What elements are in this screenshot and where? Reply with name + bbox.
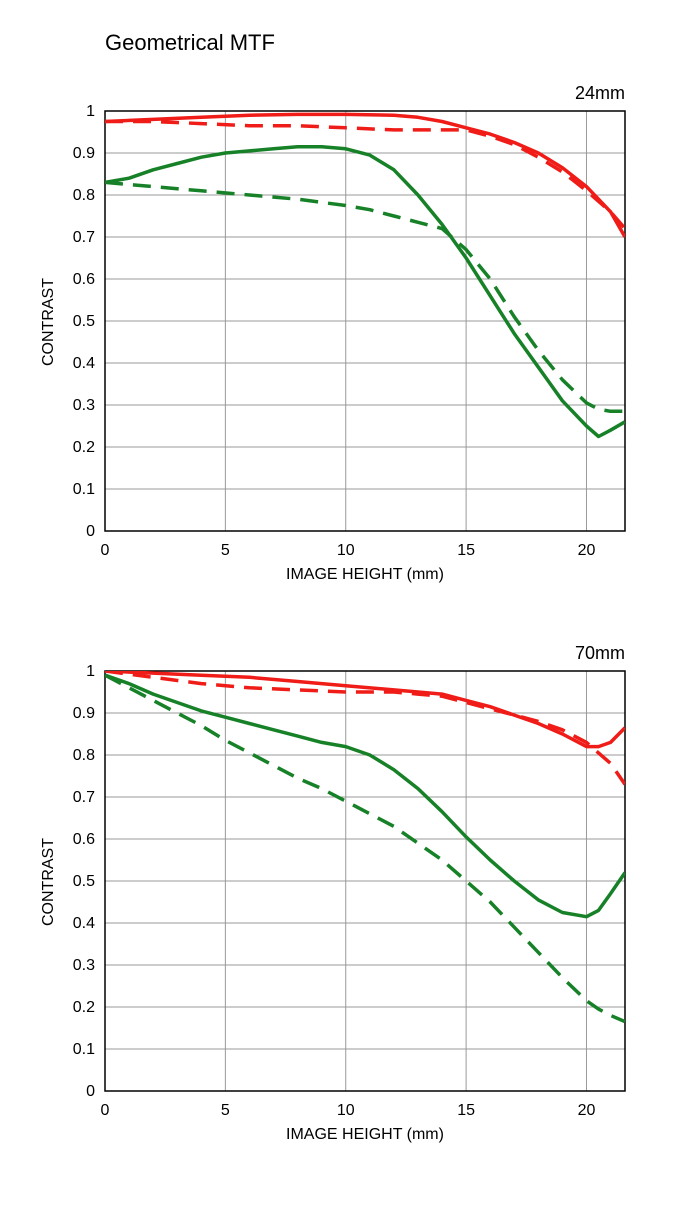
y-tick-label: 0 xyxy=(86,1083,95,1100)
x-tick-label: 0 xyxy=(101,1102,110,1119)
chart-svg: 00.10.20.30.40.50.60.70.80.9105101520 xyxy=(0,626,680,1156)
x-tick-label: 10 xyxy=(337,1102,355,1119)
chart-corner-label: 70mm xyxy=(575,643,625,664)
y-tick-label: 0.7 xyxy=(73,229,95,246)
y-axis-label: CONTRAST xyxy=(40,838,58,926)
y-tick-label: 0.3 xyxy=(73,957,95,974)
y-tick-label: 0.8 xyxy=(73,187,95,204)
y-tick-label: 0 xyxy=(86,523,95,540)
y-tick-label: 0.2 xyxy=(73,439,95,456)
x-tick-label: 15 xyxy=(457,542,475,559)
y-tick-label: 0.9 xyxy=(73,145,95,162)
chart-block-0: 24mm CONTRAST IMAGE HEIGHT (mm) 0 0.1 0.2 0.3 0… xyxy=(0,66,680,596)
y-tick-label: 0.8 xyxy=(73,747,95,764)
series-green-solid xyxy=(105,675,625,917)
x-tick-label: 0 xyxy=(101,542,110,559)
page-root: Geometrical MTF 24mm CONTRAST IMAGE HEIGHT… xyxy=(0,0,680,1156)
y-tick-label: 1 xyxy=(86,103,95,120)
x-tick-label: 5 xyxy=(221,1102,230,1119)
x-tick-label: 10 xyxy=(337,542,355,559)
series-red-solid xyxy=(105,671,625,747)
y-axis-label: CONTRAST xyxy=(40,278,58,366)
series-red-solid xyxy=(105,114,625,237)
page-title: Geometrical MTF xyxy=(105,30,680,56)
series-green-solid xyxy=(105,147,625,437)
x-axis-label: IMAGE HEIGHT (mm) xyxy=(105,1126,625,1144)
charts-container: 24mm CONTRAST IMAGE HEIGHT (mm) 0 0.1 0.2 0.3 0… xyxy=(0,66,680,1156)
x-tick-label: 15 xyxy=(457,1102,475,1119)
x-tick-label: 5 xyxy=(221,542,230,559)
x-tick-label: 20 xyxy=(578,542,596,559)
x-tick-label: 20 xyxy=(578,1102,596,1119)
y-tick-label: 0.4 xyxy=(73,355,95,372)
y-tick-label: 0.9 xyxy=(73,705,95,722)
series-red-dashed xyxy=(105,122,625,229)
y-tick-label: 0.2 xyxy=(73,999,95,1016)
y-tick-label: 0.3 xyxy=(73,397,95,414)
y-tick-label: 0.7 xyxy=(73,789,95,806)
y-tick-label: 0.1 xyxy=(73,481,95,498)
y-tick-label: 0.4 xyxy=(73,915,95,932)
y-tick-label: 0.6 xyxy=(73,831,95,848)
chart-block-1: 70mm CONTRAST IMAGE HEIGHT (mm) 0 0.1 0.2 0.3 0… xyxy=(0,626,680,1156)
chart-svg: 00.10.20.30.40.50.60.70.80.9105101520 xyxy=(0,66,680,596)
y-tick-label: 0.1 xyxy=(73,1041,95,1058)
y-tick-label: 0.6 xyxy=(73,271,95,288)
y-tick-label: 0.5 xyxy=(73,873,95,890)
y-tick-label: 1 xyxy=(86,663,95,680)
x-axis-label: IMAGE HEIGHT (mm) xyxy=(105,566,625,584)
chart-corner-label: 24mm xyxy=(575,83,625,104)
y-tick-label: 0.5 xyxy=(73,313,95,330)
